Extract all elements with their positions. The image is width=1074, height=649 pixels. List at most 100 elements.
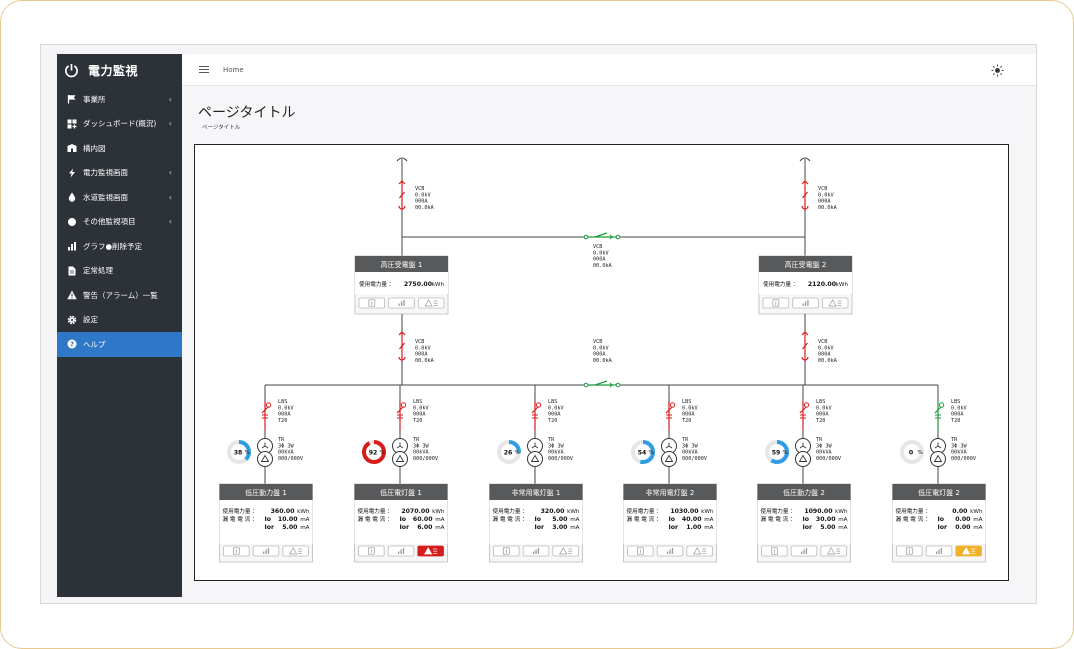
- feeder-1-tr-label-line: 00kVA: [278, 450, 294, 456]
- chart-button[interactable]: [522, 545, 550, 557]
- vcb-incoming-1[interactable]: [398, 180, 406, 211]
- feeder-5-lbs-icon[interactable]: [799, 401, 810, 430]
- info-button[interactable]: [761, 545, 788, 557]
- sidebar-item-6[interactable]: その他監視項目 ‹: [57, 210, 182, 235]
- tie-switch-high[interactable]: [583, 232, 621, 240]
- theme-toggle-sun-icon[interactable]: [991, 64, 1004, 77]
- lbs-bars: [532, 414, 538, 419]
- info-button[interactable]: [223, 545, 250, 557]
- feeder-2-lbs-label-line: LBS: [413, 399, 422, 405]
- energy-value: 2120.00: [808, 281, 837, 288]
- info-icon-frame: [368, 299, 376, 307]
- chart-button[interactable]: [388, 297, 415, 309]
- feeder-4-tr-label-line: TR: [682, 437, 689, 443]
- chart-button[interactable]: [252, 545, 280, 557]
- info-button[interactable]: [358, 545, 385, 557]
- lbs-blade: [396, 406, 404, 414]
- leak-label: 漏 電 電 流 ：: [493, 515, 528, 523]
- energy-unit: kWh: [835, 509, 848, 515]
- info-button[interactable]: [762, 297, 790, 309]
- feeder-1-lbs-icon[interactable]: [261, 401, 272, 430]
- info-button[interactable]: [358, 297, 386, 309]
- chart-button[interactable]: [792, 297, 819, 309]
- lbs-bars: [800, 414, 806, 419]
- sidebar-item-10[interactable]: 設定: [57, 308, 182, 333]
- feeder-2-lbs-icon[interactable]: [396, 401, 407, 430]
- breaker-chevron: [801, 331, 809, 336]
- alarm-list-button[interactable]: [417, 545, 444, 557]
- tie-node: [615, 234, 621, 240]
- alarm-list-button-bg: [821, 297, 849, 309]
- bar: [402, 548, 405, 554]
- panel-header: [354, 484, 448, 500]
- bar: [936, 551, 938, 554]
- chart-button[interactable]: [656, 545, 684, 557]
- feeder-3-lbs-icon[interactable]: [531, 401, 542, 430]
- chart-button[interactable]: [790, 545, 818, 557]
- feeder-5-buttons: [761, 545, 847, 557]
- breaker-cup: [801, 356, 809, 361]
- alarm-list-button[interactable]: [821, 297, 849, 309]
- alarm-list-button[interactable]: [552, 545, 579, 557]
- vcb-incoming-2-label-line: 00.0kA: [818, 205, 838, 211]
- sidebar-item-2[interactable]: ダッシュボード(概況) ‹: [57, 112, 182, 137]
- alarm-list-button[interactable]: [282, 545, 309, 557]
- vcb-outgoing-1-label-line: 000A: [415, 352, 428, 358]
- ior-value: 1.00: [686, 524, 702, 531]
- map-icon: [67, 143, 77, 153]
- info-button[interactable]: [896, 545, 923, 557]
- vcb-outgoing-1[interactable]: [398, 331, 406, 362]
- feeder-6-tr-label-line: 000/000V: [951, 456, 976, 462]
- feeder-1-transformer-icon: [257, 438, 273, 467]
- ior-label: Ior: [938, 524, 949, 531]
- lbs-fuse: [938, 402, 945, 408]
- lbs-fuse: [669, 402, 676, 408]
- app-brand[interactable]: 電力監視: [57, 54, 182, 87]
- info-button[interactable]: [627, 545, 654, 557]
- breaker-switch: [399, 342, 405, 350]
- feeder-4-transformer-icon: [661, 438, 677, 467]
- breadcrumb-home[interactable]: Home: [223, 65, 244, 74]
- gauge-percent: %: [649, 450, 654, 456]
- sidebar-item-3[interactable]: 構内図: [57, 136, 182, 161]
- vcb-incoming-2-label-line: VCB: [818, 186, 827, 192]
- io-label: Io: [535, 516, 542, 523]
- feeder-6-lbs-icon[interactable]: [934, 401, 945, 430]
- hamburger-menu-icon[interactable]: [199, 65, 209, 74]
- sidebar-item-4[interactable]: 電力監視画面 ‹: [57, 161, 182, 186]
- vcb-outgoing-2[interactable]: [801, 331, 809, 362]
- feeder-4-lbs-icon[interactable]: [665, 401, 676, 430]
- alarm-list-button[interactable]: [417, 297, 445, 309]
- alarm-list-button[interactable]: [820, 545, 847, 557]
- ior-label: Ior: [803, 524, 814, 531]
- sidebar-item-7[interactable]: グラフ●削除予定: [57, 234, 182, 259]
- chart-button[interactable]: [387, 545, 415, 557]
- sidebar-item-11[interactable]: ? ヘルプ: [57, 332, 182, 357]
- bar: [667, 551, 669, 554]
- tie-switch-low[interactable]: [583, 380, 621, 388]
- energy-value: 2070.00: [401, 508, 430, 515]
- sidebar-item-9[interactable]: 警告（アラーム）一覧: [57, 283, 182, 308]
- alarm-list-button[interactable]: [686, 545, 713, 557]
- chart-button[interactable]: [925, 545, 953, 557]
- info-button[interactable]: [493, 545, 520, 557]
- panel-header: [892, 484, 986, 500]
- ior-unit: mA: [704, 525, 713, 531]
- sidebar-item-label: 電力監視画面: [83, 168, 128, 178]
- sidebar-item-label: グラフ●削除予定: [83, 241, 143, 251]
- bar: [801, 551, 803, 554]
- sidebar-item-1[interactable]: 事業所 ‹: [57, 87, 182, 112]
- sidebar-item-5[interactable]: 水道監視画面 ‹: [57, 185, 182, 210]
- warning-list-icon: [693, 547, 707, 555]
- sidebar-item-8[interactable]: 定常処理: [57, 259, 182, 284]
- io-unit: mA: [838, 517, 847, 523]
- lbs-fuse: [535, 402, 542, 408]
- lbs-blade: [799, 406, 807, 414]
- water-drop-icon: [67, 192, 77, 202]
- vcb-incoming-2[interactable]: [801, 180, 809, 211]
- power-icon: [65, 63, 78, 78]
- hv-panel-1[interactable]: 高圧受電盤 1 使用電力量 ： 2750.00 kWh: [354, 255, 449, 315]
- alarm-list-button[interactable]: [955, 545, 982, 557]
- bar: [671, 548, 674, 554]
